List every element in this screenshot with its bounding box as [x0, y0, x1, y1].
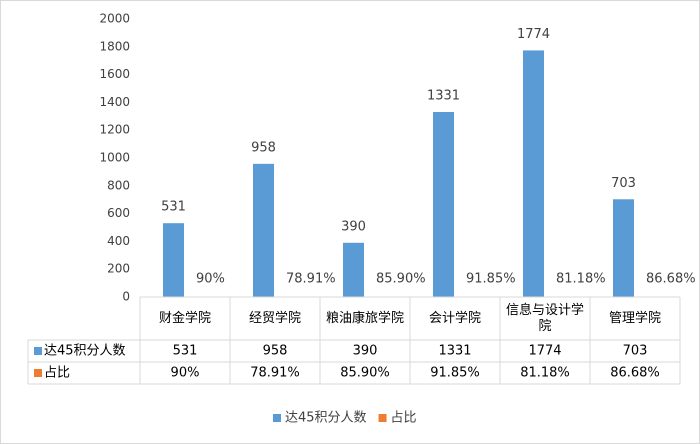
- bar: [433, 111, 454, 297]
- data-label: 958: [251, 140, 276, 155]
- x-tick-label: 财金学院: [158, 310, 211, 326]
- category-cell: 经贸学院: [248, 310, 301, 326]
- table-cell: 81.18%: [520, 366, 570, 381]
- y-tick-label: 600: [107, 206, 130, 220]
- x-tick-label: 经贸学院: [248, 310, 301, 326]
- data-label: 81.18%: [556, 272, 606, 287]
- data-label: 85.90%: [376, 272, 426, 287]
- category-cell: 信息与设计学院: [506, 302, 585, 334]
- data-label: 1331: [427, 88, 460, 103]
- legend-key: [34, 347, 42, 355]
- y-tick-label: 1800: [99, 39, 130, 53]
- data-label: 1774: [517, 27, 550, 42]
- table-cell: 703: [623, 344, 648, 359]
- data-label: 91.85%: [466, 272, 516, 287]
- table-cell: 1331: [438, 344, 471, 359]
- category-cell: 会计学院: [428, 310, 481, 326]
- legend-key: [34, 369, 42, 377]
- category-cell: 财金学院: [158, 310, 211, 326]
- data-label: 90%: [196, 272, 225, 287]
- category-cell: 粮油康旅学院: [326, 310, 405, 326]
- y-tick-label: 0: [122, 290, 130, 304]
- y-tick-label: 800: [107, 178, 130, 192]
- table-cell: 91.85%: [430, 366, 480, 381]
- x-tick-label: 信息与设计学院: [506, 302, 585, 334]
- table-cell: 85.90%: [340, 366, 390, 381]
- y-tick-label: 1000: [99, 151, 130, 165]
- table-cell: 531: [173, 344, 198, 359]
- table-row-label: 达45积分人数: [44, 344, 126, 359]
- bar: [253, 163, 274, 297]
- data-label: 531: [161, 200, 186, 215]
- table-cell: 390: [353, 344, 378, 359]
- y-tick-label: 1600: [99, 67, 130, 81]
- table-cell: 958: [263, 344, 288, 359]
- y-tick-label: 1200: [99, 123, 130, 137]
- y-tick-label: 2000: [99, 12, 130, 26]
- table-cell: 86.68%: [610, 366, 660, 381]
- y-tick-label: 200: [107, 262, 130, 276]
- table-row-label: 占比: [44, 366, 70, 381]
- bar: [613, 199, 634, 297]
- bar: [163, 223, 184, 297]
- legend-label: 占比: [391, 411, 417, 426]
- y-tick-label: 400: [107, 234, 130, 248]
- legend-label: 达45积分人数: [285, 411, 367, 426]
- x-tick-label: 粮油康旅学院: [326, 310, 405, 326]
- data-label: 703: [611, 176, 636, 191]
- category-cell: 管理学院: [608, 310, 661, 326]
- y-tick-label: 1400: [99, 95, 130, 109]
- bar: [523, 50, 544, 297]
- data-label: 390: [341, 219, 366, 234]
- table-cell: 78.91%: [250, 366, 300, 381]
- table-cell: 90%: [171, 366, 200, 381]
- legend-key: [273, 414, 281, 422]
- data-label: 86.68%: [646, 272, 696, 287]
- table-cell: 1774: [528, 344, 561, 359]
- bar: [343, 242, 364, 297]
- x-tick-label: 会计学院: [428, 310, 481, 326]
- legend-key: [378, 414, 387, 422]
- x-tick-label: 管理学院: [608, 310, 661, 326]
- data-label: 78.91%: [286, 272, 336, 287]
